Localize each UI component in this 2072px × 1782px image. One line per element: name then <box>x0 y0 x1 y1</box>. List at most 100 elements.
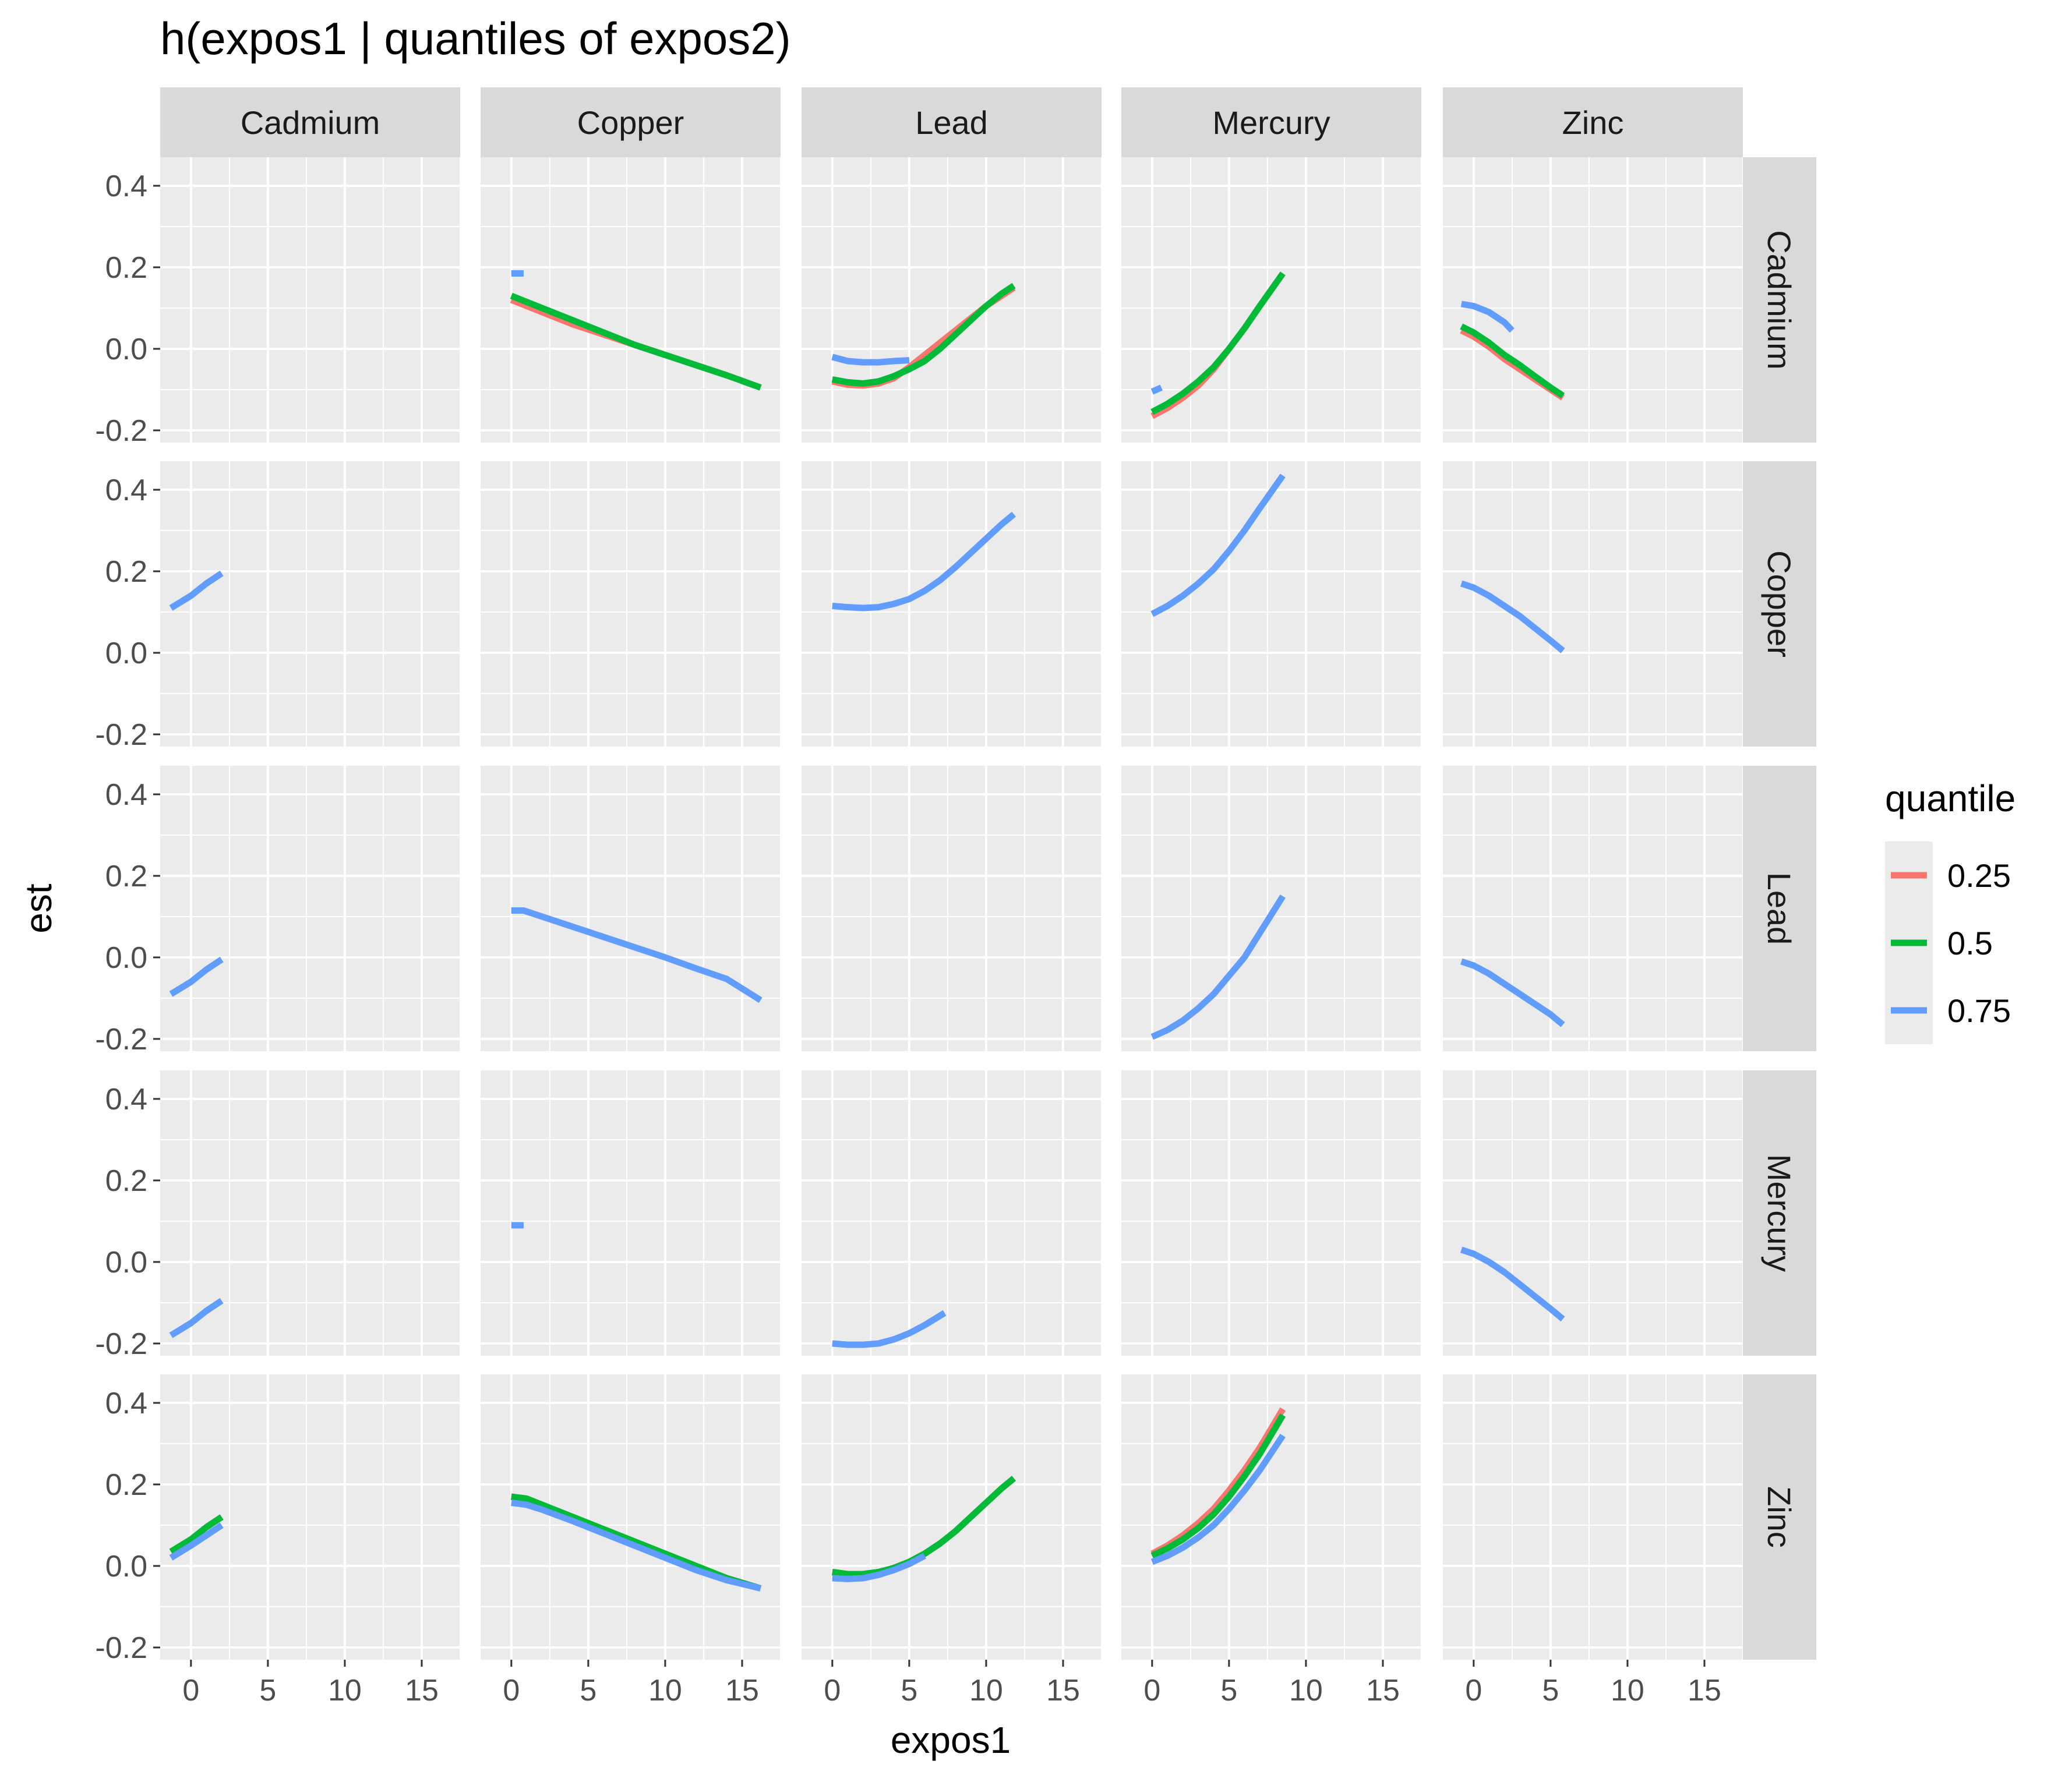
col-strip-background <box>1443 87 1743 157</box>
series-group-r1-c4 <box>1460 580 1565 653</box>
panel-background <box>160 1374 460 1660</box>
panel-r1-c4 <box>1443 461 1743 747</box>
col-strip-background <box>802 87 1102 157</box>
axes-layer: 0.4 0.2 0.0 -0.2 0.4 0.2 0.0 -0.2 0.4 0.2 0.0 -0.2 0… <box>95 169 1721 1707</box>
y-tick-label: 0.0 <box>105 1246 147 1279</box>
row-strip-background <box>1743 1070 1816 1356</box>
series-group-r0-c1 <box>510 270 762 391</box>
panel-r4-c2 <box>802 1374 1102 1660</box>
x-axis-title: expos1 <box>891 1719 1011 1761</box>
row-strip-background <box>1743 766 1816 1051</box>
series-line-q0.5 <box>832 1476 1016 1578</box>
panel-r1-c2 <box>802 461 1102 747</box>
series-line-q0.75 <box>1460 300 1515 333</box>
panel-background <box>160 461 460 747</box>
series-group-r4-c0 <box>169 1514 224 1561</box>
series-line-q0.75 <box>832 511 1016 611</box>
row-strip-label: Lead <box>1761 872 1798 945</box>
row-strip-background <box>1743 461 1816 747</box>
series-group-r2-c3 <box>1150 894 1286 1040</box>
x-tick-label: 15 <box>1046 1674 1080 1707</box>
series-group-r4-c3 <box>1150 1407 1286 1565</box>
row-strip-label: Zinc <box>1761 1486 1798 1548</box>
series-line-q0.5 <box>1150 1413 1286 1559</box>
legend-label: 0.25 <box>1947 857 2011 894</box>
x-tick-label: 15 <box>1688 1674 1721 1707</box>
panel-r2-c3 <box>1121 766 1422 1051</box>
panel-r4-c1 <box>481 1374 781 1660</box>
y-tick-label: 0.2 <box>105 1468 147 1502</box>
x-tick-label: 15 <box>405 1674 439 1707</box>
panel-background <box>1443 766 1743 1051</box>
panel-background <box>481 1374 781 1660</box>
series-group-r2-c1 <box>511 907 763 1003</box>
x-tick-label: 10 <box>1289 1674 1323 1707</box>
series-group-r0-c4 <box>1460 300 1565 401</box>
col-strip-label: Cadmium <box>241 104 380 141</box>
strips-layer: Cadmium Copper Lead Mercury Zinc Cadmium Coppe… <box>160 87 1816 1660</box>
y-tick-label: 0.0 <box>105 941 147 975</box>
panel-background <box>802 1070 1102 1356</box>
y-tick-label: 0.2 <box>105 555 147 589</box>
panel-background <box>1443 1070 1743 1356</box>
series-group-r0-c2 <box>831 282 1016 389</box>
col-strip-label: Lead <box>915 104 988 141</box>
y-tick-label: 0.4 <box>105 169 147 203</box>
y-tick-label: -0.2 <box>95 414 147 448</box>
series-line-q0.75 <box>1150 473 1286 617</box>
x-tick-label: 0 <box>182 1674 199 1707</box>
panel-r0-c3 <box>1121 157 1422 443</box>
series-line-q0.75 <box>169 570 224 611</box>
series-line-q0.75 <box>511 907 763 1003</box>
panel-r4-c4 <box>1443 1374 1743 1660</box>
x-tick-label: 5 <box>1220 1674 1237 1707</box>
x-tick-label: 10 <box>648 1674 682 1707</box>
panel-background <box>802 461 1102 747</box>
col-strip-label: Copper <box>577 104 684 141</box>
series-line-q0.5 <box>1150 271 1286 415</box>
y-tick-label: 0.4 <box>105 778 147 812</box>
panel-r2-c4 <box>1443 766 1743 1051</box>
y-tick-label: 0.0 <box>105 333 147 366</box>
series-group-r3-c2 <box>832 1310 947 1348</box>
y-tick-label: -0.2 <box>95 1023 147 1056</box>
panel-r3-c3 <box>1121 1070 1422 1356</box>
series-group-r3-c0 <box>169 1297 224 1338</box>
panel-background <box>802 766 1102 1051</box>
panel-background <box>160 766 460 1051</box>
panel-background <box>1443 1374 1743 1660</box>
x-tick-label: 0 <box>1143 1674 1160 1707</box>
series-group-r1-c3 <box>1150 473 1286 617</box>
col-strip-background <box>481 87 781 157</box>
panel-r0-c0 <box>160 157 461 443</box>
series-line-q0.5 <box>1460 323 1565 399</box>
x-tick-label: 5 <box>259 1674 276 1707</box>
panel-r1-c1 <box>481 461 781 747</box>
panel-r4-c3 <box>1121 1374 1422 1660</box>
panel-background <box>1121 157 1421 443</box>
series-group-r1-c2 <box>832 511 1016 611</box>
series-line-q0.75 <box>1150 1433 1286 1565</box>
legend-label: 0.75 <box>1947 992 2011 1029</box>
panel-background <box>481 766 781 1051</box>
panel-background <box>1121 766 1421 1051</box>
y-tick-label: -0.2 <box>95 1631 147 1665</box>
y-tick-label: 0.2 <box>105 1164 147 1198</box>
series-group-r3-c4 <box>1460 1246 1565 1322</box>
x-tick-label: 10 <box>1611 1674 1644 1707</box>
row-strip-label: Cadmium <box>1761 230 1798 370</box>
y-axis-title: est <box>17 883 59 934</box>
col-strip-background <box>160 87 460 157</box>
series-line-q0.75 <box>1460 1246 1565 1322</box>
col-strip-label: Mercury <box>1212 104 1330 141</box>
y-tick-label: -0.2 <box>95 718 147 752</box>
series-line-q0.5 <box>169 1514 224 1555</box>
panel-r3-c2 <box>802 1070 1102 1356</box>
y-tick-label: 0.2 <box>105 860 147 893</box>
y-tick-label: 0.4 <box>105 473 147 507</box>
panel-background <box>802 1374 1102 1660</box>
x-tick-label: 10 <box>328 1674 362 1707</box>
panel-background <box>1443 157 1743 443</box>
